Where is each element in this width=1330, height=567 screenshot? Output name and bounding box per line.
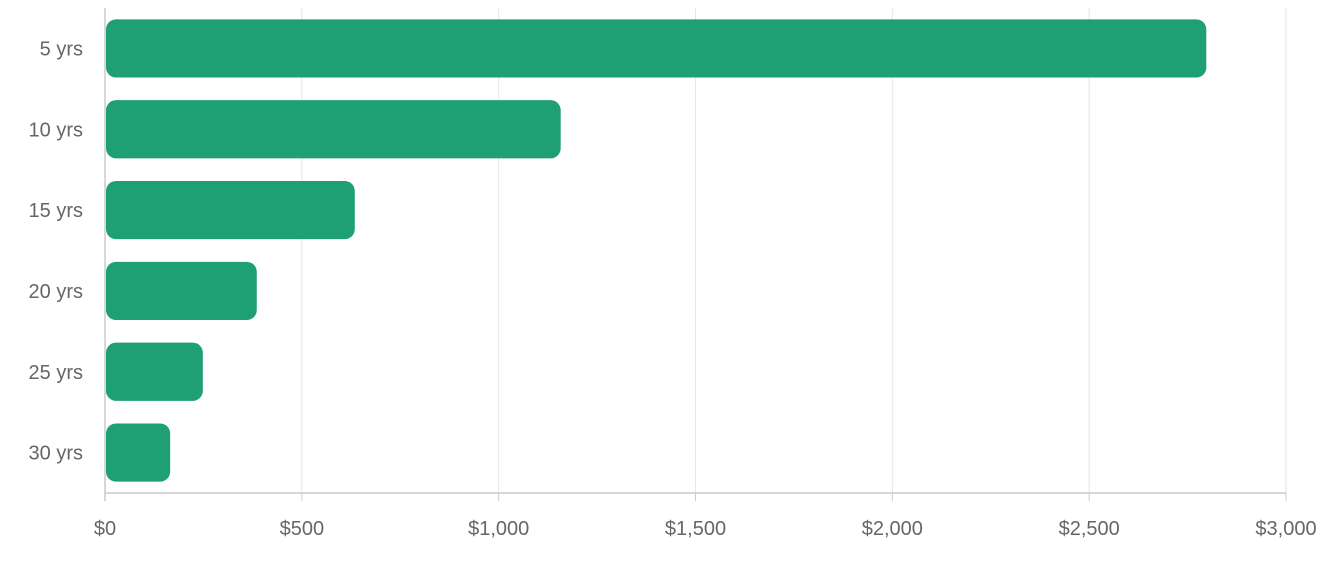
bars — [106, 19, 1207, 482]
y-tick-label: 10 yrs — [29, 119, 83, 141]
y-tick-labels: 5 yrs 10 yrs 15 yrs 20 yrs 25 yrs 30 yrs — [29, 38, 83, 464]
y-tick-label: 25 yrs — [29, 362, 83, 384]
bar-10-yrs — [106, 100, 561, 159]
x-tick-label: $1,500 — [665, 518, 726, 540]
bar-15-yrs — [106, 180, 355, 240]
bar-20-yrs — [106, 261, 257, 321]
x-tick-label: $3,000 — [1255, 518, 1316, 540]
axes — [104, 8, 1287, 501]
x-tick-label: $1,000 — [468, 518, 529, 540]
x-tick-label: $2,000 — [862, 518, 923, 540]
x-tick-label: $500 — [280, 518, 325, 540]
grid-lines — [301, 8, 1287, 493]
bar-25-yrs — [106, 342, 203, 401]
y-tick-label: 20 yrs — [29, 281, 83, 303]
y-tick-label: 5 yrs — [40, 38, 83, 60]
x-tick-labels: $0 $500 $1,000 $1,500 $2,000 $2,500 $3,000 — [94, 518, 1317, 540]
y-tick-label: 30 yrs — [29, 443, 83, 465]
x-tick-label: $0 — [94, 518, 116, 540]
bar-30-yrs — [106, 423, 171, 482]
x-tick-label: $2,500 — [1059, 518, 1120, 540]
bar-5-yrs — [106, 19, 1207, 78]
y-tick-label: 15 yrs — [29, 200, 83, 222]
